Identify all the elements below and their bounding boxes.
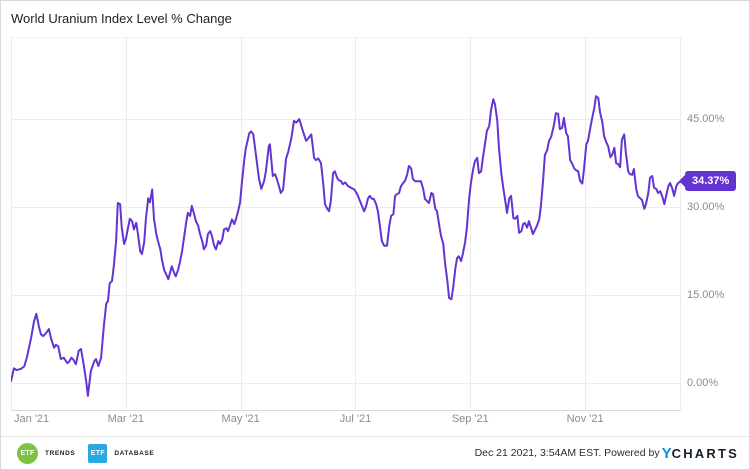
x-axis-label: Jan '21 [14, 413, 50, 425]
etf-database-label: DATABASE [114, 449, 155, 457]
ycharts-logo[interactable]: Y CHARTS [661, 444, 739, 462]
plot-area [11, 37, 681, 411]
footer: ETF TRENDS ETF DATABASE Dec 21 2021, 3:5… [1, 436, 749, 469]
x-axis-label: Mar '21 [107, 413, 144, 425]
y-axis-label: 0.00% [687, 377, 719, 390]
page-title: World Uranium Index Level % Change [11, 11, 232, 26]
timestamp: Dec 21 2021, 3:54AM EST. Powered by [474, 447, 660, 459]
y-axis-label: 30.00% [687, 201, 725, 214]
x-axis-label: Jul '21 [339, 413, 372, 425]
y-axis-label: 45.00% [687, 113, 725, 126]
x-axis-label: Nov '21 [566, 413, 604, 425]
y-axis: 0.00% 15.00% 30.00% 45.00% [687, 37, 747, 411]
etf-trends-logo[interactable]: ETF [17, 442, 38, 464]
etf-trends-label: TRENDS [45, 449, 76, 457]
line-chart [11, 37, 681, 411]
horizontal-gridlines [11, 37, 681, 411]
series-line [11, 95, 681, 397]
y-axis-label: 15.00% [687, 289, 725, 302]
x-axis: Jan '21 Mar '21 May '21 Jul '21 Sep '21 Nov '… [11, 413, 681, 429]
footer-logos: ETF TRENDS ETF DATABASE [17, 442, 160, 464]
vertical-gridlines [11, 37, 681, 411]
x-axis-label: Sep '21 [451, 413, 489, 425]
etf-database-logo[interactable]: ETF [88, 443, 108, 463]
current-value-badge: 34.37% [678, 171, 737, 192]
x-axis-label: May '21 [221, 413, 260, 425]
credit: Dec 21 2021, 3:54AM EST. Powered by Y CH… [475, 445, 739, 462]
